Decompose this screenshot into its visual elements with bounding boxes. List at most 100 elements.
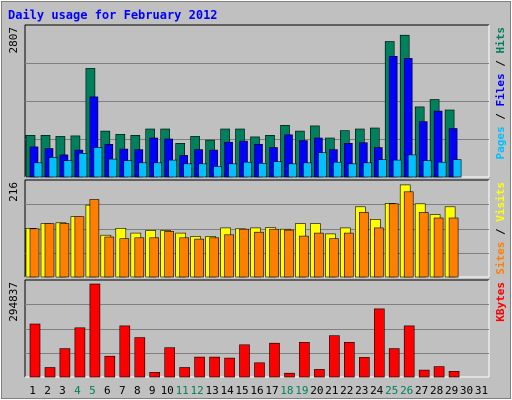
bar-sites-day-16 <box>254 231 264 278</box>
bar-kbytes-day-19 <box>299 341 310 378</box>
bar-sites-day-22 <box>343 232 354 278</box>
day-label-22: 22 <box>340 384 353 397</box>
bar-pages-day-9 <box>153 162 162 178</box>
bar-kbytes-day-7 <box>119 325 131 378</box>
legend-part: / <box>494 54 507 74</box>
bar-pages-day-26 <box>407 154 417 178</box>
bar-sites-day-25 <box>388 203 399 278</box>
panels-group: 2807 Pages / Files / Hits 216 Sites / Visit… <box>7 24 507 378</box>
day-label-31: 31 <box>475 384 488 397</box>
day-label-2: 2 <box>44 384 51 397</box>
bar-pages-day-5 <box>93 147 103 178</box>
day-label-29: 29 <box>445 384 458 397</box>
day-label-5: 5 <box>89 384 96 397</box>
bar-kbytes-day-4 <box>74 327 86 378</box>
day-label-15: 15 <box>235 384 248 397</box>
day-label-7: 7 <box>119 384 126 397</box>
side-legend-visits-sites: Sites / Visits <box>494 182 507 275</box>
bar-sites-day-27 <box>418 212 429 278</box>
legend-part: KBytes <box>494 282 507 322</box>
bar-kbytes-day-14 <box>224 357 235 378</box>
bar-pages-day-25 <box>392 159 402 178</box>
day-label-4: 4 <box>74 384 81 397</box>
day-label-3: 3 <box>59 384 66 397</box>
day-label-24: 24 <box>370 384 384 397</box>
day-label-23: 23 <box>355 384 368 397</box>
bar-sites-day-10 <box>164 231 174 278</box>
bar-pages-day-7 <box>123 160 133 178</box>
bar-kbytes-day-12 <box>194 356 205 378</box>
bar-sites-day-29 <box>448 217 459 278</box>
bar-kbytes-day-21 <box>329 335 340 378</box>
max-value-label-hits-files-pages: 2807 <box>7 27 20 54</box>
bar-sites-day-2 <box>44 223 55 278</box>
day-label-12: 12 <box>190 384 203 397</box>
bar-kbytes-day-24 <box>373 308 385 378</box>
bar-pages-day-17 <box>273 161 282 178</box>
bar-pages-day-8 <box>138 162 148 178</box>
bar-kbytes-day-16 <box>254 362 265 378</box>
day-label-30: 30 <box>460 384 473 397</box>
bar-sites-day-12 <box>194 238 204 278</box>
bar-kbytes-day-28 <box>433 366 445 378</box>
bar-pages-day-1 <box>33 162 43 178</box>
bar-sites-day-24 <box>373 227 384 278</box>
legend-part: Visits <box>494 182 507 222</box>
day-label-11: 11 <box>176 384 189 397</box>
day-label-9: 9 <box>149 384 156 397</box>
bar-kbytes-day-15 <box>239 344 250 378</box>
bar-kbytes-day-26 <box>403 325 415 378</box>
bar-kbytes-day-22 <box>343 341 355 378</box>
bar-files-day-25 <box>388 55 398 178</box>
bar-sites-day-3 <box>59 223 70 278</box>
bar-kbytes-day-2 <box>44 367 56 378</box>
legend-part: / <box>494 107 507 127</box>
legend-part: Files <box>494 73 507 106</box>
panel-hits-files-pages: 2807 Pages / Files / Hits <box>7 24 507 178</box>
bar-sites-day-28 <box>433 217 444 278</box>
bar-pages-day-4 <box>78 153 88 178</box>
bar-pages-day-22 <box>347 163 357 178</box>
bar-pages-day-11 <box>183 163 192 178</box>
day-label-16: 16 <box>250 384 263 397</box>
day-label-17: 17 <box>265 384 278 397</box>
bar-kbytes-day-29 <box>448 370 460 378</box>
bar-pages-day-29 <box>452 159 462 178</box>
legend-part: Hits <box>494 27 507 54</box>
day-label-19: 19 <box>295 384 308 397</box>
day-labels-group: 1 2 3 4 5 6 7 8 9 10 11 12 13 14 15 16 17 18 19 20 21 22 23 24 2… <box>29 384 488 397</box>
bar-sites-day-20 <box>314 232 324 278</box>
bar-pages-day-12 <box>198 163 207 178</box>
bar-sites-day-5 <box>89 199 100 278</box>
day-label-14: 14 <box>220 384 234 397</box>
panel-visits-sites: 216 Sites / Visits <box>7 179 507 278</box>
bar-kbytes-day-27 <box>418 369 430 378</box>
bar-pages-day-21 <box>333 161 342 178</box>
bar-sites-day-9 <box>149 237 159 278</box>
bar-pages-day-13 <box>213 166 222 178</box>
day-label-10: 10 <box>161 384 174 397</box>
bar-sites-day-13 <box>209 237 219 278</box>
bar-kbytes-day-10 <box>164 347 175 378</box>
bar-kbytes-day-20 <box>314 369 325 378</box>
bar-sites-day-26 <box>403 191 414 278</box>
bar-pages-day-18 <box>288 163 297 178</box>
day-label-20: 20 <box>310 384 323 397</box>
max-value-label-visits-sites: 216 <box>7 182 20 202</box>
bar-pages-day-6 <box>108 158 118 178</box>
bar-sites-day-21 <box>329 238 339 278</box>
day-label-18: 18 <box>280 384 293 397</box>
bar-pages-day-23 <box>362 162 372 178</box>
bar-kbytes-day-3 <box>59 348 71 378</box>
bar-kbytes-day-8 <box>134 337 146 378</box>
bar-kbytes-day-9 <box>149 371 160 378</box>
side-legend-hits-files-pages: Pages / Files / Hits <box>494 27 507 160</box>
bar-sites-day-17 <box>269 228 279 278</box>
bar-pages-day-20 <box>318 152 327 178</box>
bar-sites-day-1 <box>29 228 40 278</box>
day-label-21: 21 <box>325 384 338 397</box>
bar-sites-day-19 <box>299 235 309 278</box>
bar-pages-day-16 <box>258 163 267 178</box>
max-value-label-kbytes: 294837 <box>7 282 20 322</box>
